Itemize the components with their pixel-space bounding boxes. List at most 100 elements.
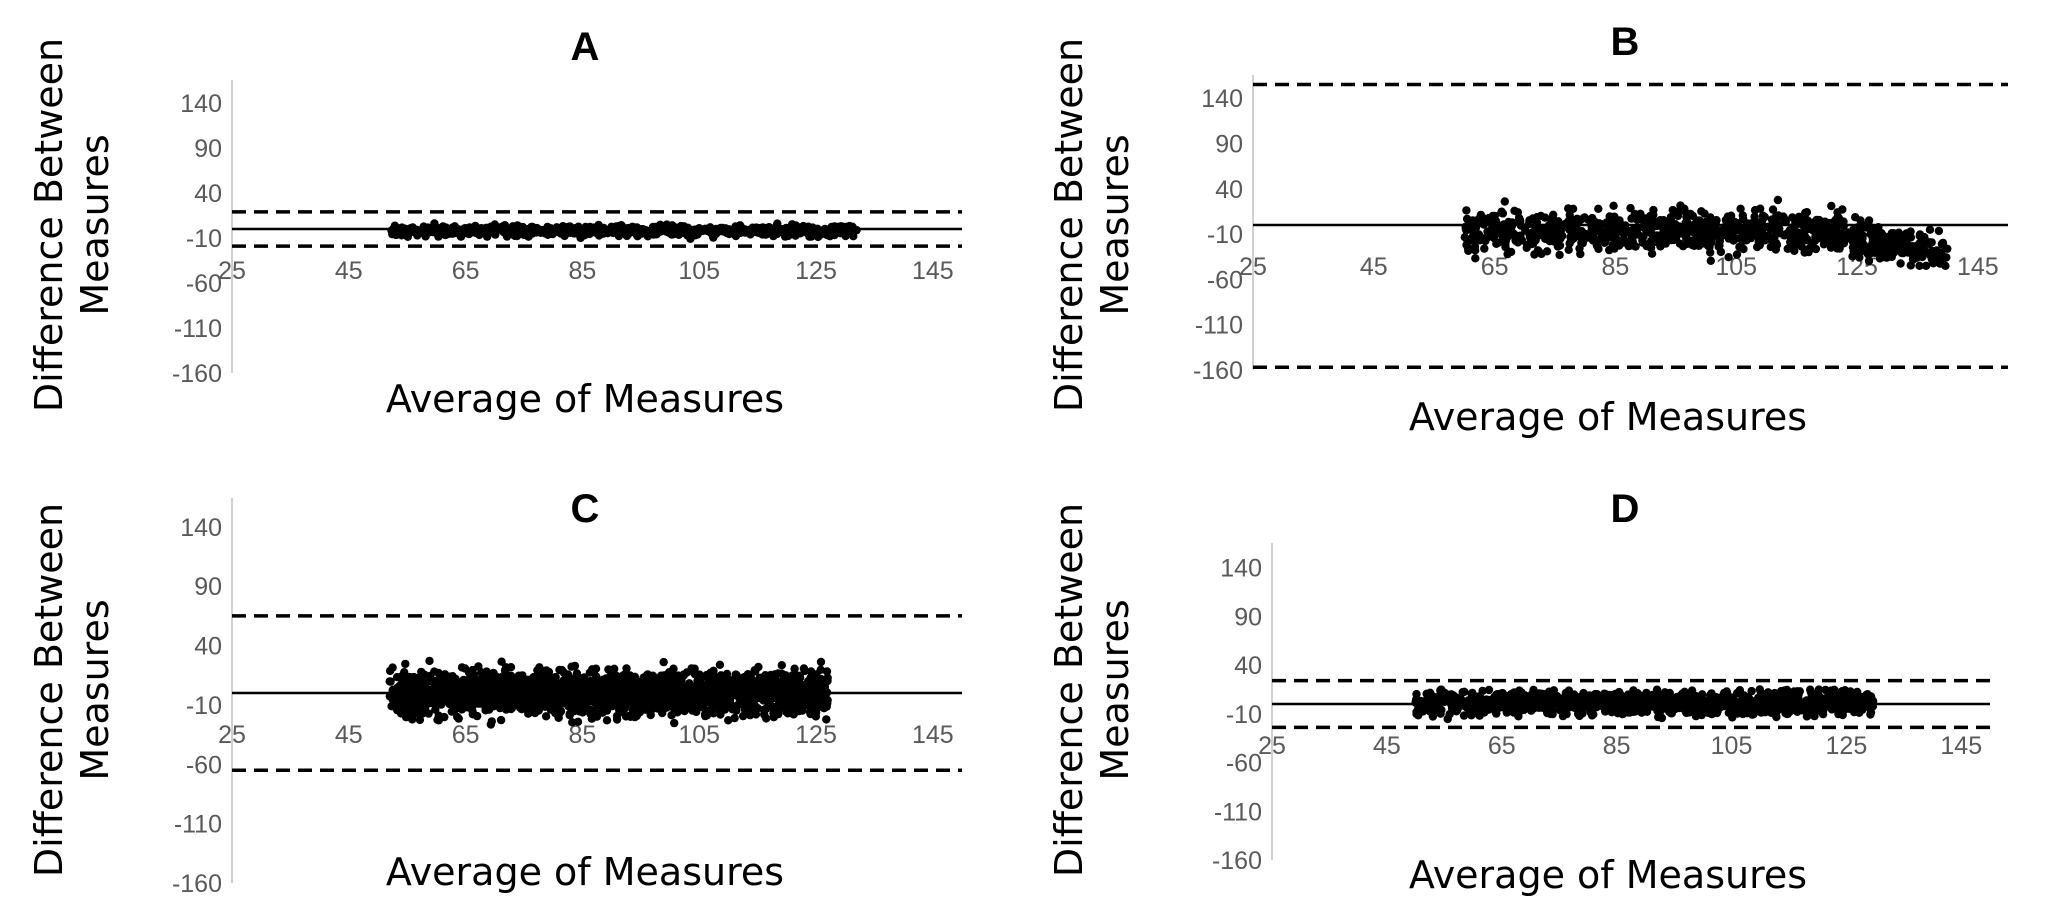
panel-c-data-point — [706, 678, 715, 687]
panel-c-data-point — [819, 704, 829, 713]
panel-c-data-point — [586, 705, 595, 715]
panel-c-data-point — [612, 711, 622, 721]
panel-c-data-point — [404, 708, 414, 718]
panel-d-data-point — [1412, 689, 1421, 699]
panel-b-xlabel: Average of Measures — [1409, 395, 1807, 439]
panel-d-xtick-label: 125 — [1826, 732, 1868, 760]
panel-c-data-point — [387, 702, 396, 711]
panel-b-data-point — [1732, 250, 1742, 259]
panel-c-data-point — [467, 669, 476, 679]
panel-b-data-point — [1675, 239, 1685, 248]
panel-d-data-point — [1789, 687, 1799, 696]
panel-b-data-point — [1925, 225, 1935, 234]
panel-c-data-point — [644, 683, 653, 693]
panel-d-data-point — [1662, 692, 1671, 701]
panel-c-data-point — [697, 702, 706, 711]
panel-c-data-point — [758, 695, 767, 704]
panel-c-data-point — [457, 663, 467, 672]
panel-d-data-point — [1686, 689, 1696, 698]
panel-c-data-point — [397, 704, 406, 713]
panel-b-data-point — [1530, 227, 1540, 236]
panel-c-data-point — [515, 702, 524, 711]
panel-a-xlabel: Average of Measures — [386, 377, 784, 421]
panel-b-data-point — [1832, 225, 1841, 234]
panel-d-data-point — [1519, 705, 1529, 715]
panel-b-data-point — [1926, 251, 1935, 260]
panel-b-data-point — [1892, 242, 1901, 251]
panel-c-data-point — [822, 667, 832, 676]
panel-c-data-point — [587, 680, 596, 690]
panel-c-data-point — [783, 709, 792, 718]
panel-d-data-point — [1726, 704, 1736, 713]
panel-b-data-point — [1703, 228, 1712, 238]
panel-d-xtick-label: 105 — [1711, 732, 1753, 760]
panel-b-data-point — [1609, 201, 1618, 210]
panel-a-data-point — [623, 230, 633, 239]
panel-c-data-point — [417, 700, 426, 709]
panel-c-data-point — [806, 675, 816, 684]
panel-c-data-point — [424, 709, 433, 718]
panel-c-data-point — [610, 678, 619, 688]
panel-d-data-point — [1582, 695, 1591, 705]
panel-c-data-point — [628, 693, 637, 702]
panel-d-data-point — [1510, 688, 1519, 697]
panel-c-ylabel-line1: Difference Between — [27, 503, 71, 877]
panel-c-data-point — [624, 711, 634, 721]
panel-b-data-point — [1812, 215, 1822, 225]
panel-b-data-point — [1916, 246, 1925, 255]
panel-a-xtick-label: 65 — [452, 257, 480, 285]
panel-c-data-point — [822, 715, 831, 724]
panel-d-data-point — [1857, 695, 1866, 704]
panel-a-data-point — [614, 231, 624, 241]
panel-b-data-point — [1576, 249, 1585, 259]
panel-b-data-point — [1874, 248, 1883, 258]
panel-a-data-point — [581, 229, 590, 238]
panel-b-data-point — [1758, 231, 1767, 241]
panel-b-data-point — [1717, 231, 1727, 240]
panel-c-data-point — [450, 705, 459, 715]
panel-a-xtick-label: 25 — [218, 257, 246, 285]
panel-d-data-point — [1814, 685, 1824, 694]
panel-c-data-point — [759, 680, 769, 690]
panel-d-data-point — [1516, 695, 1525, 704]
panel-c-data-point — [548, 684, 557, 694]
panel-b-data-point — [1739, 244, 1748, 254]
panel-d-data-point — [1678, 689, 1687, 698]
panel-c-data-point — [666, 682, 675, 691]
panel-d-data-point — [1654, 694, 1664, 703]
panel-c-data-point — [762, 704, 771, 713]
panel-d-data-point — [1476, 705, 1485, 714]
panel-b-points — [1460, 195, 1952, 270]
panel-b-xtick-label: 85 — [1601, 253, 1629, 281]
panel-c-data-point — [709, 696, 719, 705]
panel-c-data-point — [622, 664, 631, 673]
panel-c-data-point — [724, 693, 733, 702]
panel-c-data-point — [769, 713, 778, 722]
panel-d-data-point — [1484, 685, 1494, 695]
panel-c-data-point — [602, 716, 612, 725]
panel-c-data-point — [415, 715, 425, 725]
panel-b-ytick-label: 40 — [1215, 176, 1243, 204]
panel-c-data-point — [812, 702, 821, 712]
panel-c-data-point — [570, 661, 580, 671]
panel-c-data-point — [673, 680, 682, 690]
panel-d-data-point — [1556, 703, 1565, 712]
panel-c-data-point — [486, 693, 495, 702]
panel-b-data-point — [1790, 246, 1799, 255]
panel-b-data-point — [1596, 228, 1606, 238]
panel-c-xtick-label: 45 — [335, 721, 363, 749]
panel-b-data-point — [1872, 241, 1881, 250]
panel-d-data-point — [1625, 708, 1634, 717]
panel-c-data-point — [429, 699, 438, 708]
panel-c-data-point — [669, 664, 678, 673]
panel-c-data-point — [568, 718, 577, 727]
panel-a-data-point — [430, 219, 439, 228]
panel-b-data-point — [1775, 224, 1784, 233]
panel-a-ytick-label: 40 — [194, 180, 222, 208]
panel-d-data-point — [1437, 705, 1446, 715]
panel-b-data-point — [1827, 201, 1836, 211]
panel-b-data-point — [1484, 228, 1493, 237]
panel-c-data-point — [652, 702, 662, 711]
panel-b-data-point — [1515, 215, 1525, 225]
panel-b-xtick-label: 45 — [1360, 253, 1388, 281]
